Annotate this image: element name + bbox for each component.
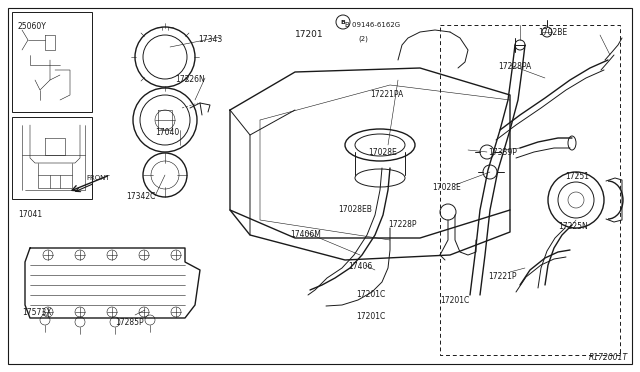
Text: 17221P: 17221P — [488, 272, 516, 281]
Text: 17342C: 17342C — [126, 192, 156, 201]
Text: 17028E: 17028E — [432, 183, 461, 192]
Text: 17028E: 17028E — [368, 148, 397, 157]
Text: 17225N: 17225N — [558, 222, 588, 231]
Text: 17028EB: 17028EB — [338, 205, 372, 214]
Text: 17201C: 17201C — [356, 290, 385, 299]
Text: 1702BE: 1702BE — [538, 28, 567, 37]
Text: B 09146-6162G: B 09146-6162G — [345, 22, 400, 28]
Text: 17221PA: 17221PA — [370, 90, 403, 99]
Text: 17228PA: 17228PA — [498, 62, 531, 71]
Text: 17285P: 17285P — [115, 318, 143, 327]
Text: FRONT: FRONT — [86, 175, 109, 181]
Text: R172001T: R172001T — [589, 353, 628, 362]
Bar — [12, 117, 92, 199]
Text: 17343: 17343 — [198, 35, 222, 44]
Text: 17573X: 17573X — [22, 308, 51, 317]
Text: B: B — [340, 19, 346, 25]
Text: 17251: 17251 — [565, 172, 589, 181]
Text: (2): (2) — [358, 36, 368, 42]
Text: 17406: 17406 — [348, 262, 372, 271]
Text: 17201C: 17201C — [440, 296, 469, 305]
Text: 17201C: 17201C — [356, 312, 385, 321]
Text: 17041: 17041 — [18, 210, 42, 219]
Bar — [12, 12, 92, 112]
Text: 25060Y: 25060Y — [18, 22, 47, 31]
Text: 17201: 17201 — [295, 30, 324, 39]
Text: 17339P: 17339P — [488, 148, 517, 157]
Text: 17226N: 17226N — [175, 75, 205, 84]
Text: 17040: 17040 — [155, 128, 179, 137]
Text: 17406M: 17406M — [290, 230, 321, 239]
Text: 17228P: 17228P — [388, 220, 417, 229]
